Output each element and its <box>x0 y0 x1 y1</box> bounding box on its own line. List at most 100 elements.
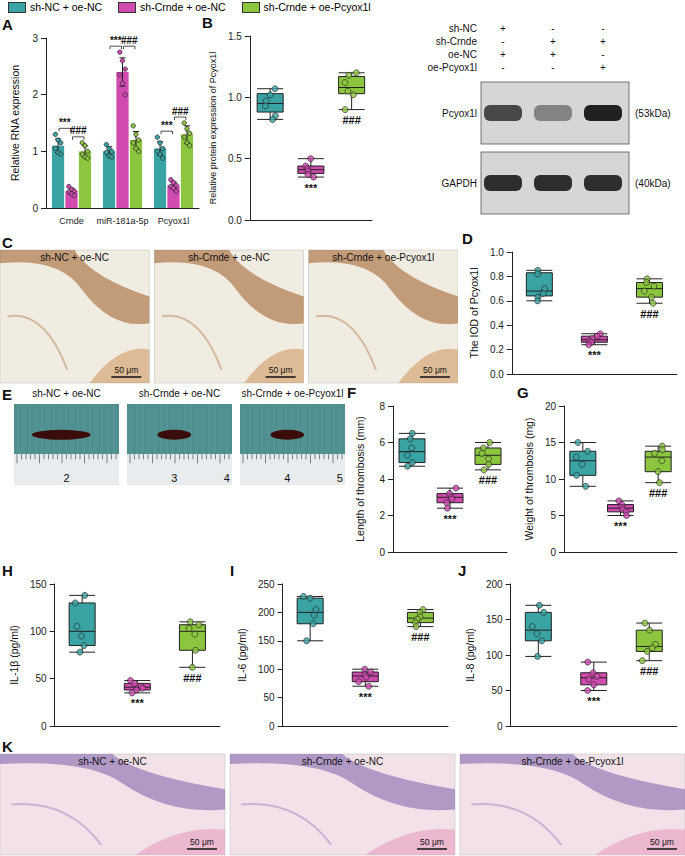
svg-text:###: ### <box>70 125 87 136</box>
svg-text:+: + <box>550 36 556 47</box>
svg-text:2: 2 <box>379 510 385 521</box>
svg-text:50 μm: 50 μm <box>423 365 447 375</box>
svg-text:150: 150 <box>30 579 47 590</box>
svg-text:###: ### <box>121 35 138 46</box>
svg-text:sh-NC + oe-NC: sh-NC + oe-NC <box>40 252 109 263</box>
svg-text:Pcyox1l: Pcyox1l <box>158 216 190 226</box>
svg-text:Relative protein expression of: Relative protein expression of Pcyox1l <box>208 52 218 205</box>
svg-text:IL-1β (pg/ml): IL-1β (pg/ml) <box>8 625 20 685</box>
svg-text:sh-Crnde: sh-Crnde <box>436 36 478 47</box>
svg-text:+: + <box>500 49 506 60</box>
svg-text:6: 6 <box>379 437 385 448</box>
svg-text:50 μm: 50 μm <box>420 837 444 847</box>
svg-text:***: *** <box>588 349 602 361</box>
svg-text:sh-NC: sh-NC <box>449 23 477 34</box>
svg-text:1: 1 <box>32 146 38 157</box>
svg-text:2: 2 <box>32 89 38 100</box>
svg-text:10: 10 <box>545 474 557 485</box>
svg-text:15: 15 <box>545 437 557 448</box>
svg-text:4: 4 <box>224 472 230 484</box>
svg-text:Relative RNA expression: Relative RNA expression <box>9 65 21 181</box>
svg-text:IL-6 (pg/ml): IL-6 (pg/ml) <box>236 628 248 682</box>
svg-text:0: 0 <box>379 547 385 558</box>
svg-text:0: 0 <box>269 721 275 732</box>
svg-text:IL-8 (pg/ml): IL-8 (pg/ml) <box>464 628 476 682</box>
svg-text:1.0: 1.0 <box>228 92 242 103</box>
svg-text:200: 200 <box>486 579 503 590</box>
svg-text:sh-Crnde + oe-NC: sh-Crnde + oe-NC <box>139 388 220 399</box>
svg-text:100: 100 <box>486 650 503 661</box>
svg-text:50 μm: 50 μm <box>114 365 138 375</box>
svg-text:+: + <box>500 23 506 34</box>
svg-text:sh-NC + oe-NC: sh-NC + oe-NC <box>78 756 147 767</box>
svg-text:***: *** <box>304 182 318 194</box>
svg-text:***: *** <box>587 695 601 707</box>
svg-text:Weight of thrombosis (mg): Weight of thrombosis (mg) <box>523 418 535 541</box>
svg-text:0.8: 0.8 <box>490 271 504 282</box>
svg-text:-: - <box>601 49 604 60</box>
svg-text:###: ### <box>183 672 201 684</box>
svg-text:20: 20 <box>545 401 557 412</box>
svg-text:-: - <box>501 62 504 73</box>
svg-text:+: + <box>600 62 606 73</box>
svg-text:0.2: 0.2 <box>490 344 504 355</box>
svg-text:The IOD of Pcyox1l: The IOD of Pcyox1l <box>468 267 480 358</box>
svg-text:###: ### <box>479 474 497 486</box>
svg-text:sh-Crnde + oe-Pcyox1l: sh-Crnde + oe-Pcyox1l <box>332 252 434 263</box>
svg-text:###: ### <box>640 665 658 677</box>
svg-text:-: - <box>551 23 554 34</box>
svg-text:50: 50 <box>263 692 275 703</box>
svg-text:oe-Pcyox1l: oe-Pcyox1l <box>428 62 477 73</box>
svg-text:+: + <box>600 36 606 47</box>
svg-text:4: 4 <box>379 474 385 485</box>
svg-text:8: 8 <box>379 401 385 412</box>
svg-text:***: *** <box>614 520 628 532</box>
svg-text:50 μm: 50 μm <box>190 837 214 847</box>
svg-text:+: + <box>550 49 556 60</box>
svg-text:sh-Crnde + oe-NC: sh-Crnde + oe-NC <box>302 756 383 767</box>
svg-text:0: 0 <box>497 721 503 732</box>
svg-text:1.0: 1.0 <box>490 247 504 258</box>
svg-text:sh-Crnde + oe-NC: sh-Crnde + oe-NC <box>188 252 269 263</box>
svg-text:***: *** <box>131 697 145 709</box>
svg-text:(40kDa): (40kDa) <box>635 178 671 189</box>
svg-text:250: 250 <box>258 579 275 590</box>
svg-text:3: 3 <box>171 472 177 484</box>
svg-text:0.0: 0.0 <box>490 369 504 380</box>
svg-text:-: - <box>551 62 554 73</box>
svg-text:-: - <box>601 23 604 34</box>
svg-text:sh-Crnde + oe-Pcyox1l: sh-Crnde + oe-Pcyox1l <box>522 756 624 767</box>
svg-text:150: 150 <box>486 614 503 625</box>
svg-text:***: *** <box>444 513 458 525</box>
svg-text:0: 0 <box>550 547 556 558</box>
svg-text:***: *** <box>161 120 173 131</box>
svg-text:###: ### <box>649 487 667 499</box>
svg-text:3: 3 <box>32 33 38 44</box>
svg-text:100: 100 <box>30 626 47 637</box>
svg-text:sh-Crnde + oe-Pcyox1l: sh-Crnde + oe-Pcyox1l <box>242 388 344 399</box>
svg-text:1.5: 1.5 <box>228 31 242 42</box>
svg-text:Pcyox1l: Pcyox1l <box>442 108 477 119</box>
svg-text:50 μm: 50 μm <box>269 365 293 375</box>
svg-text:0.4: 0.4 <box>490 320 504 331</box>
svg-text:2: 2 <box>63 472 69 484</box>
svg-text:100: 100 <box>258 664 275 675</box>
svg-text:-: - <box>501 36 504 47</box>
svg-text:***: *** <box>359 691 373 703</box>
svg-text:50: 50 <box>491 685 503 696</box>
svg-text:5: 5 <box>337 472 343 484</box>
svg-text:4: 4 <box>284 472 290 484</box>
svg-text:50 μm: 50 μm <box>650 837 674 847</box>
svg-text:###: ### <box>342 114 360 126</box>
svg-text:Length of thrombosis (mm): Length of thrombosis (mm) <box>354 416 366 541</box>
svg-text:###: ### <box>411 631 429 643</box>
svg-text:0: 0 <box>41 721 47 732</box>
svg-text:miR-181a-5p: miR-181a-5p <box>96 216 148 226</box>
svg-text:oe-NC: oe-NC <box>448 49 477 60</box>
svg-text:200: 200 <box>258 607 275 618</box>
svg-text:(53kDa): (53kDa) <box>635 108 671 119</box>
svg-text:###: ### <box>640 308 658 320</box>
svg-text:0.6: 0.6 <box>490 295 504 306</box>
svg-text:5: 5 <box>550 510 556 521</box>
svg-text:GAPDH: GAPDH <box>441 178 477 189</box>
